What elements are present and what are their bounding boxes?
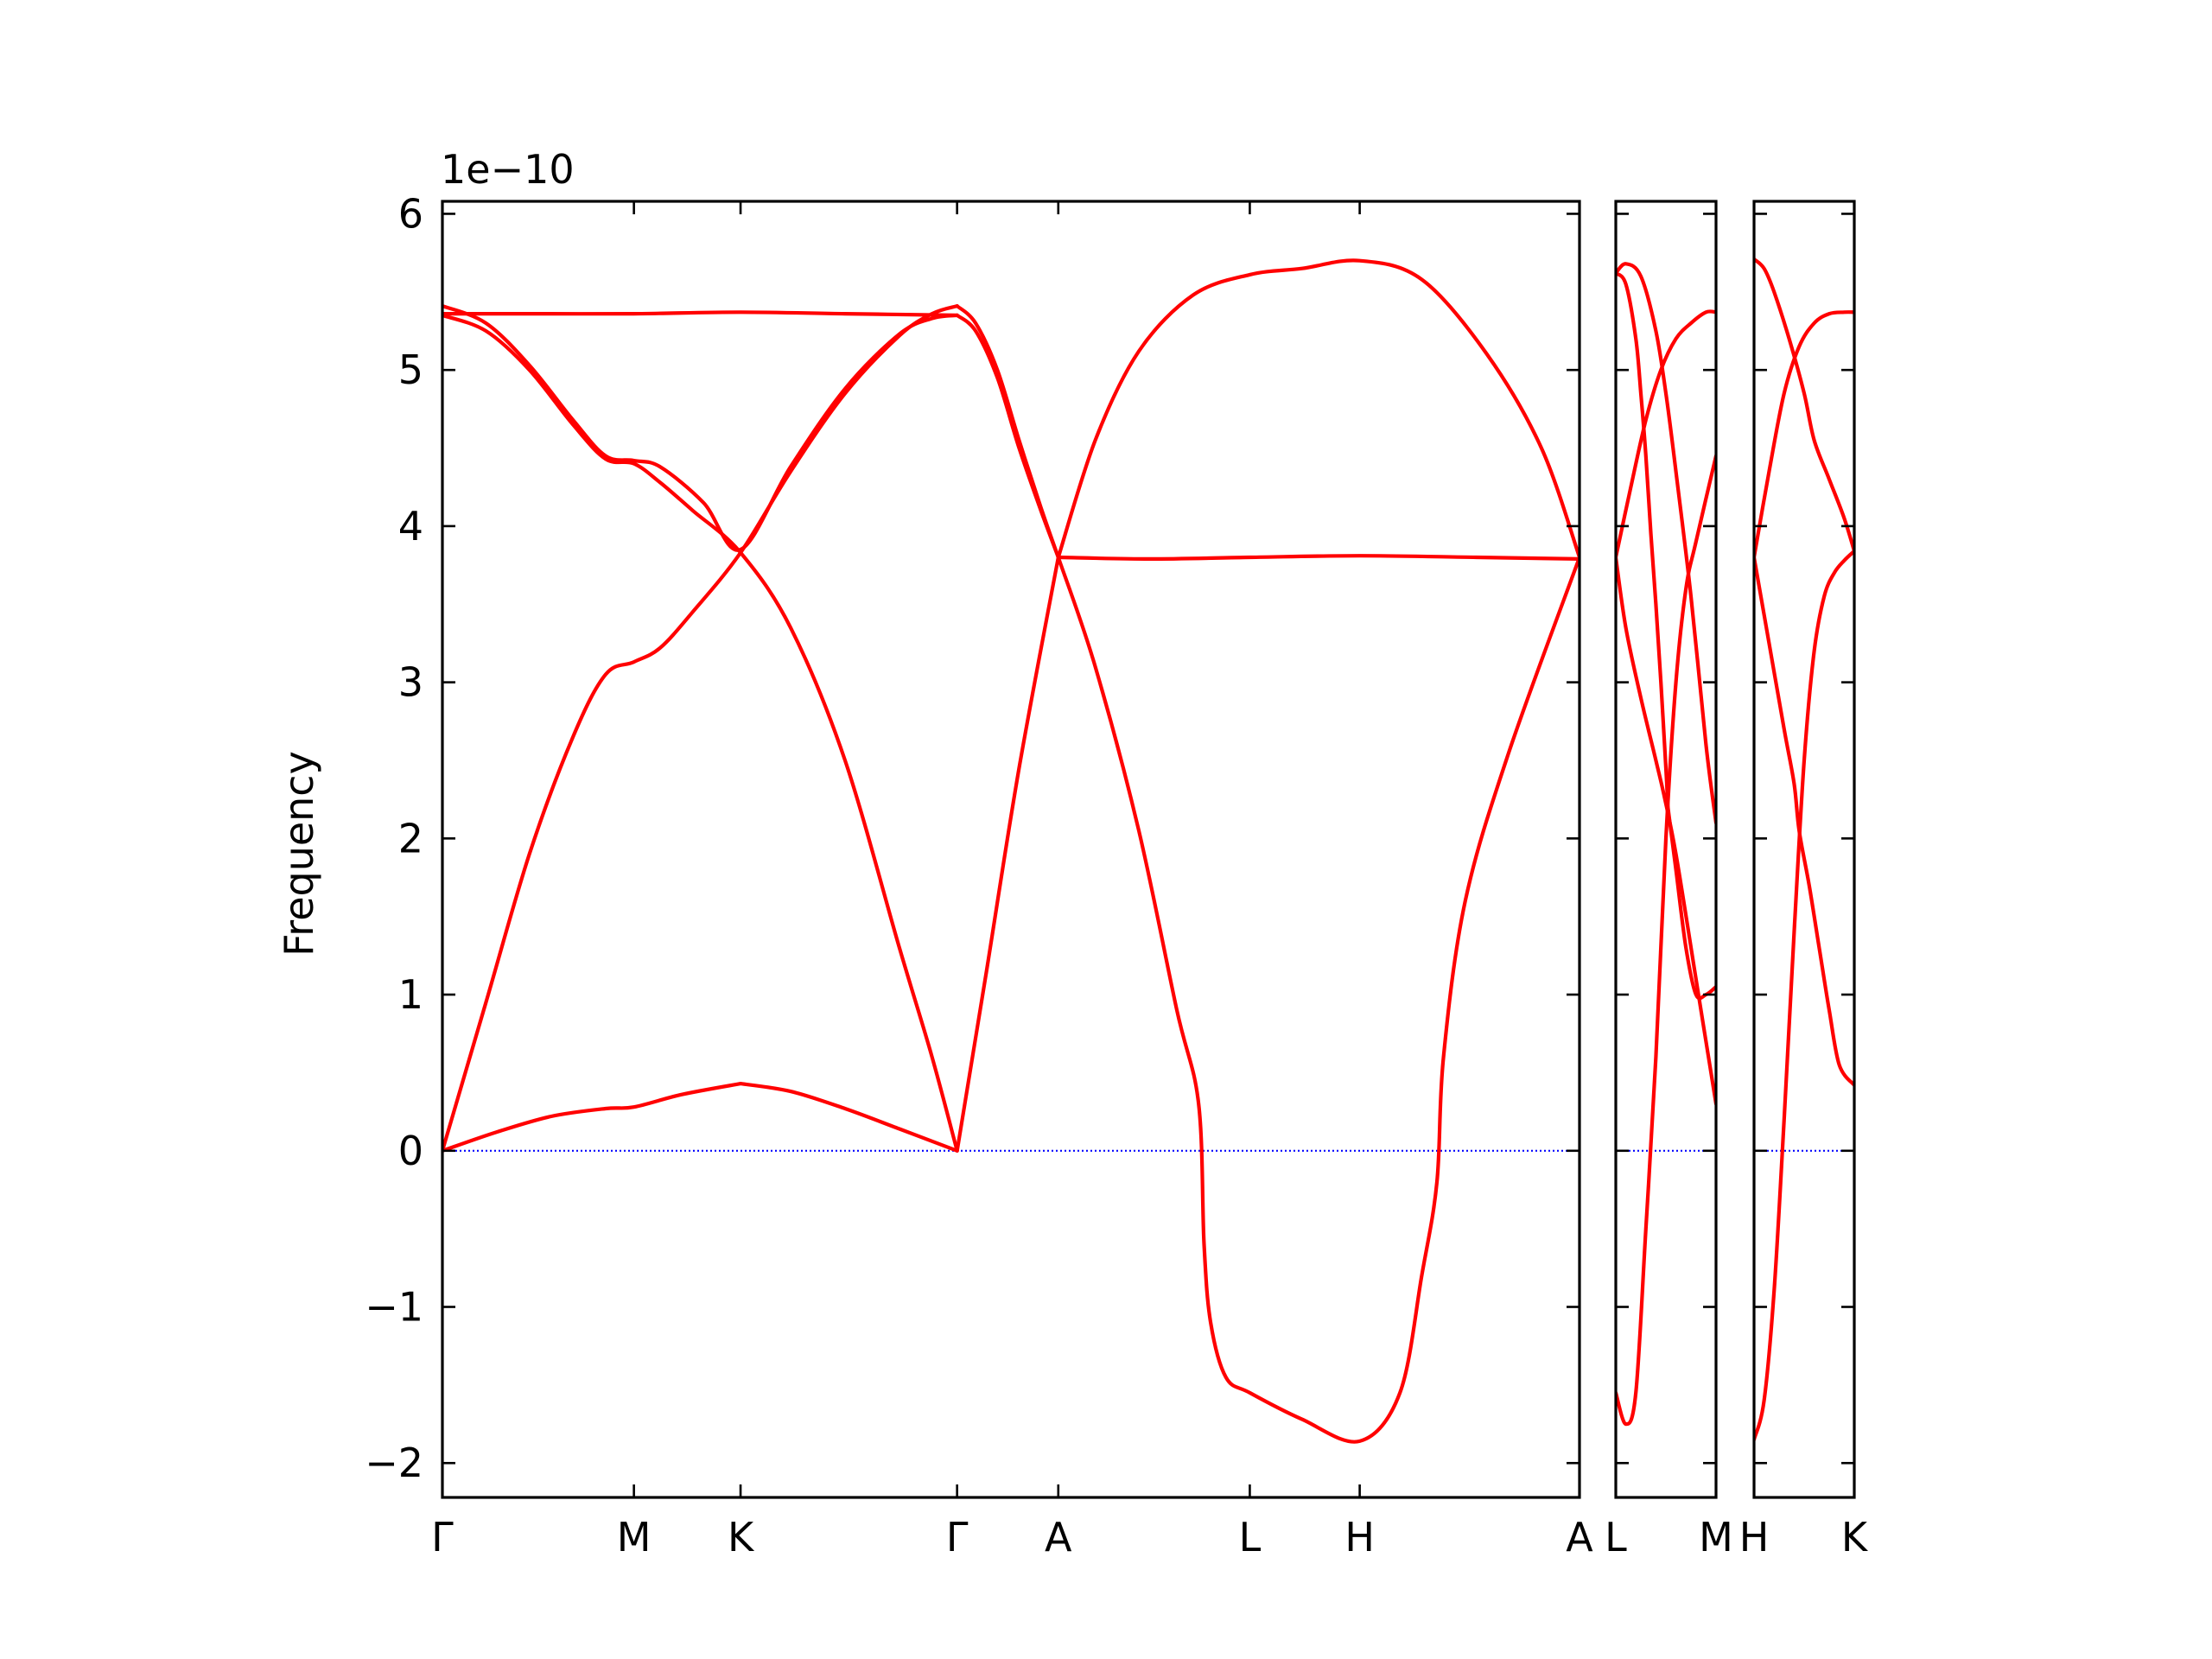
x-tick-label: A xyxy=(1566,1514,1593,1560)
band-line xyxy=(739,1082,959,1153)
y-axis-label: Frequency xyxy=(276,751,322,957)
band-line xyxy=(1616,454,1716,1427)
band-line xyxy=(1056,555,1580,1444)
band-line xyxy=(442,304,959,552)
ticks xyxy=(441,201,1856,1497)
band-line xyxy=(1754,310,1854,560)
band-line xyxy=(955,313,1060,560)
x-tick-label: K xyxy=(1841,1514,1869,1560)
band-line xyxy=(442,313,959,1153)
band-line xyxy=(1056,258,1580,560)
band-lines xyxy=(442,257,1854,1444)
band-line xyxy=(1616,555,1716,1106)
band-line xyxy=(955,555,1060,1153)
y-tick-label: 4 xyxy=(398,503,423,550)
band-line xyxy=(442,1082,743,1153)
y-axis-offset-text: 1e−10 xyxy=(441,146,575,193)
y-tick-label: 6 xyxy=(398,190,423,237)
band-line xyxy=(1754,257,1854,553)
panel-frame xyxy=(1752,200,1856,1499)
x-tick-label: Γ xyxy=(431,1514,454,1560)
x-tick-label: M xyxy=(1699,1514,1733,1560)
band-line xyxy=(1754,549,1854,1442)
y-tick-label: −2 xyxy=(365,1440,423,1486)
y-tick-label: 5 xyxy=(398,346,423,393)
y-tick-label: 3 xyxy=(398,659,423,706)
band-line xyxy=(1666,805,1716,1001)
x-tick-label: Γ xyxy=(946,1514,969,1560)
y-tick-label: 2 xyxy=(398,815,423,861)
x-tick-label: H xyxy=(1739,1514,1770,1560)
x-tick-label: K xyxy=(728,1514,755,1560)
panel-frames xyxy=(441,200,1856,1499)
y-tick-label: −1 xyxy=(365,1284,423,1331)
x-tick-label: H xyxy=(1344,1514,1375,1560)
band-line xyxy=(1616,271,1670,810)
band-line xyxy=(1616,262,1716,825)
band-line xyxy=(1754,555,1854,1087)
x-tick-label: M xyxy=(617,1514,652,1560)
y-tick-label: 0 xyxy=(398,1128,423,1174)
panel-frame xyxy=(441,200,1581,1499)
y-tick-label: 1 xyxy=(398,971,423,1018)
x-tick-label: A xyxy=(1045,1514,1072,1560)
panel-frame xyxy=(1614,200,1718,1499)
x-tick-label: L xyxy=(1605,1514,1627,1560)
band-line xyxy=(442,310,959,317)
x-tick-label: L xyxy=(1239,1514,1262,1560)
band-line xyxy=(442,304,959,1153)
band-line xyxy=(1056,554,1580,561)
band-line xyxy=(1616,309,1716,560)
